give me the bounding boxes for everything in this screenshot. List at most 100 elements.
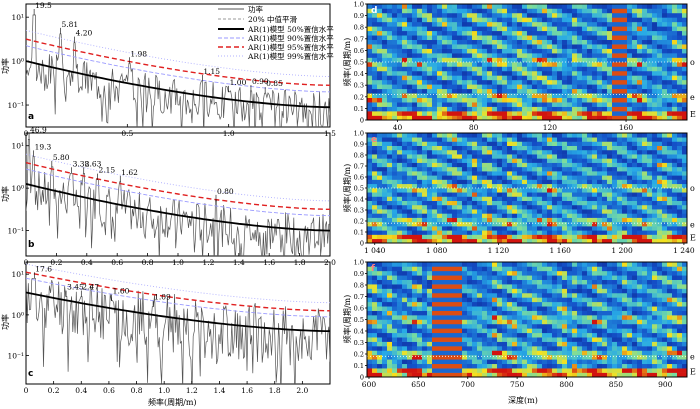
heat-cell [452,284,458,289]
heat-cell [567,149,573,155]
heat-cell [567,328,573,334]
heat-cell [457,346,463,351]
heat-cell [577,84,583,90]
peak-label-b-7: 0.80 [217,187,234,196]
heat-cell [567,284,573,289]
heat-cell [417,166,423,172]
heat-cell [542,171,548,176]
heat-cell [472,275,478,280]
heat-cell [502,284,508,289]
heat-cell [447,137,453,142]
heat-cell [452,315,458,320]
heat-cell [457,204,463,210]
heat-cell [437,301,443,307]
heat-cell [507,234,513,240]
heat-cell [467,275,473,280]
heat-cell [407,262,413,267]
heat-cell [627,4,633,9]
heat-cell [647,66,653,72]
heat-cell [617,66,623,72]
heat-cell [492,188,498,193]
heat-cell [582,284,588,289]
heat-cell [607,204,613,210]
heat-cell [487,12,493,18]
heat-cell [467,279,473,285]
heat-cell [522,217,528,223]
heat-cell [472,53,478,58]
heat-cell [592,372,598,378]
heat-cell [477,53,483,58]
heat-cell [442,204,448,210]
heat-cell [582,97,588,103]
heat-cell [387,275,393,280]
heat-cell [382,141,388,146]
heat-cell [577,44,583,49]
heat-cell [502,70,508,76]
heat-cell [562,328,568,334]
heat-cell [517,359,523,365]
heat-cell [387,102,393,107]
heat-cell [592,354,598,360]
heat-cell [477,70,483,76]
heat-cell [477,111,483,116]
heat-cell [497,266,503,272]
heat-cell [557,106,563,112]
heat-cell [532,226,538,231]
heat-cell [582,102,588,107]
heat-cell [632,213,638,218]
heat-cell [562,111,568,116]
heat-cell [582,332,588,338]
heat-cell [377,363,383,369]
band-label-e-2: E [690,234,696,243]
heat-cell [507,4,513,9]
heat-cell [647,204,653,210]
heat-cell [372,30,378,36]
heat-cell [462,297,468,303]
heat-cell [447,315,453,320]
heat-cell [497,171,503,176]
heat-cell [642,200,648,206]
heat-cell [672,196,678,201]
heat-cell [547,66,553,72]
heat-cell [442,297,448,303]
heat-cell [587,284,593,289]
heat-cell [622,141,628,146]
heat-cell [552,35,558,40]
heat-cell [612,8,618,14]
heat-cell [502,270,508,276]
heat-cell [512,166,518,172]
heat-cell [397,137,403,142]
heat-cell [472,350,478,356]
heat-cell [567,183,573,189]
heat-cell [517,368,523,373]
heat-cell [512,48,518,54]
heat-cell [622,188,628,193]
heat-cell [672,221,678,227]
heat-cell [552,30,558,36]
heat-cell [607,106,613,112]
heat-cell [522,275,528,280]
heat-cell [467,306,473,311]
heat-cell [577,275,583,280]
heat-cell [557,88,563,94]
heat-cell [562,292,568,298]
heat-cell [467,145,473,151]
heat-cell [587,275,593,280]
heat-cell [537,221,543,227]
heat-cell [462,292,468,298]
heat-cell [417,21,423,27]
heat-cell [377,84,383,90]
heat-cell [537,226,543,231]
heat-cell [627,192,633,197]
heat-cell [667,183,673,189]
heat-cell [612,346,618,351]
heat-cell [592,162,598,168]
heat-cell [482,75,488,81]
heat-cell [422,75,428,81]
heat-cell [522,306,528,311]
heat-cell [487,363,493,369]
heat-cell [432,337,438,342]
heat-cell [387,238,393,244]
heat-cell [487,175,493,180]
heat-cell [422,359,428,365]
